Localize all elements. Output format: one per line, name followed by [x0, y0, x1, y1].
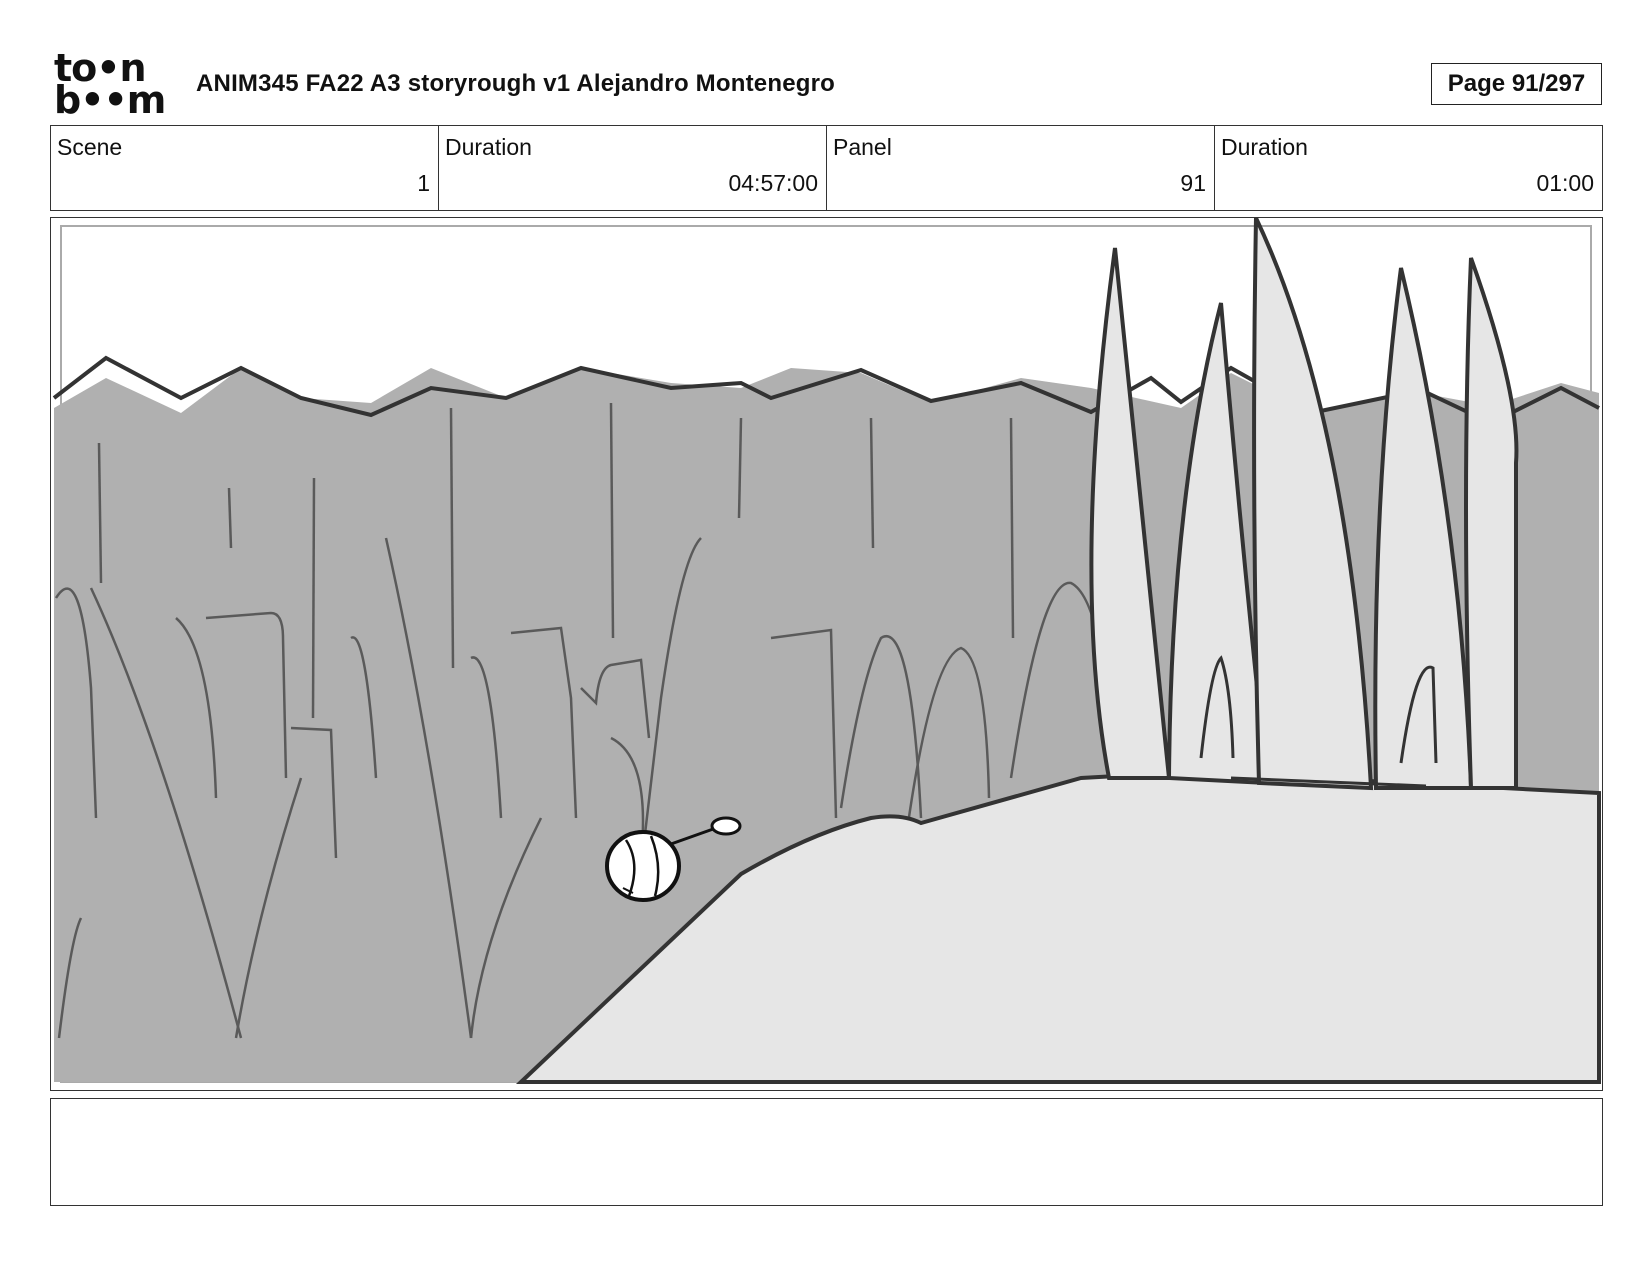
ball-stripe-1 — [624, 839, 636, 897]
panel-value: 91 — [1180, 170, 1206, 196]
scene-value: 1 — [417, 170, 430, 196]
ground-slope — [515, 770, 1601, 1084]
scene-cell: Scene 1 — [51, 126, 439, 210]
ball-tail — [670, 826, 717, 846]
panel-notes-box — [50, 1098, 1603, 1206]
cliff-strokes — [54, 402, 1113, 1039]
scene-duration-value: 04:57:00 — [728, 170, 818, 196]
logo-line-2: b••m — [54, 78, 166, 122]
panel-cell: Panel 91 — [827, 126, 1215, 210]
cliff-top-edge — [52, 355, 1600, 426]
pale-spires — [1089, 218, 1519, 791]
ball-tail-tip — [710, 816, 742, 836]
scene-label: Scene — [57, 134, 123, 160]
panel-drawing — [52, 218, 1601, 1084]
toonboom-logo: to•n b••m — [54, 46, 174, 122]
storyboard-panel — [50, 217, 1603, 1091]
scene-duration-cell: Duration 04:57:00 — [439, 126, 827, 210]
ball-character — [605, 816, 742, 902]
document-title: ANIM345 FA22 A3 storyrough v1 Alejandro … — [196, 70, 836, 97]
page-number: Page 91/297 — [1431, 63, 1602, 105]
panel-label: Panel — [833, 134, 892, 160]
ball-body — [605, 830, 681, 902]
ball-stripe-2 — [649, 835, 660, 897]
ball-detail — [622, 887, 634, 894]
panel-duration-cell: Duration 01:00 — [1215, 126, 1602, 210]
scene-duration-label: Duration — [445, 134, 532, 160]
panel-duration-label: Duration — [1221, 134, 1308, 160]
logo-line-1: to•n — [54, 46, 147, 90]
scene-info-table: Scene 1 Duration 04:57:00 Panel 91 Durat… — [50, 125, 1603, 211]
spire-base-strokes — [1199, 655, 1438, 788]
panel-duration-value: 01:00 — [1536, 170, 1594, 196]
